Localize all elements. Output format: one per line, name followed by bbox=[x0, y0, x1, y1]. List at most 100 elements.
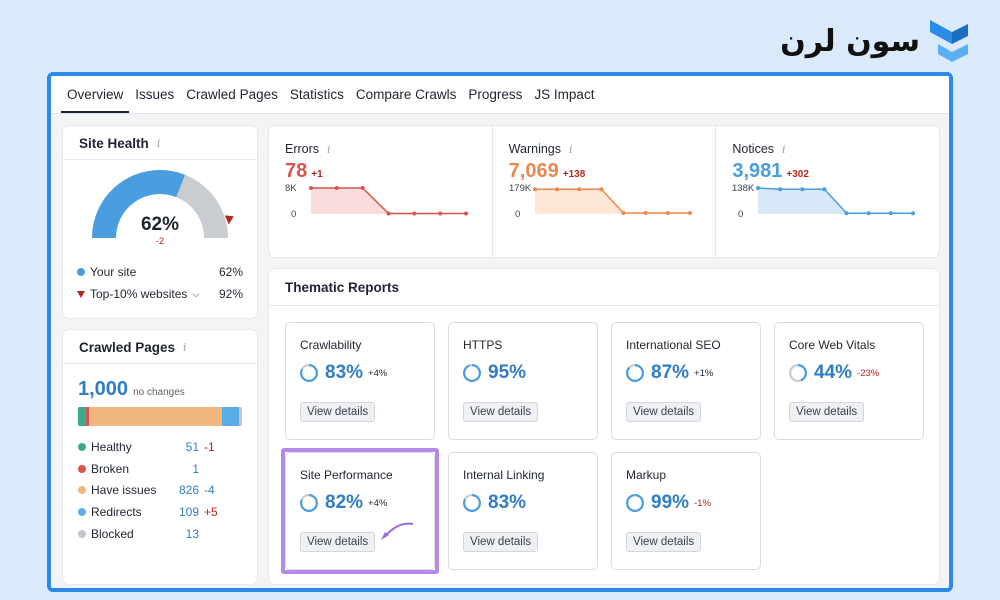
score-ring-icon bbox=[300, 494, 318, 512]
y-min-label: 0 bbox=[515, 209, 520, 220]
chart-point bbox=[464, 211, 468, 216]
view-details-button[interactable]: View details bbox=[626, 532, 702, 552]
issue-value[interactable]: 3,981 bbox=[732, 160, 783, 182]
info-icon[interactable]: i bbox=[156, 137, 161, 150]
list-item[interactable]: Redirects 109 +5 bbox=[78, 501, 242, 523]
chart-point bbox=[599, 187, 604, 192]
view-details-button[interactable]: View details bbox=[463, 402, 539, 422]
report-percent[interactable]: 83% bbox=[488, 492, 527, 513]
report-percent[interactable]: 87% bbox=[651, 362, 690, 383]
highlight-box bbox=[281, 448, 439, 574]
report-delta: +4% bbox=[368, 497, 388, 509]
issue-label-row: Notices i bbox=[732, 142, 925, 156]
tab-compare-crawls[interactable]: Compare Crawls bbox=[355, 87, 457, 102]
chart-point bbox=[360, 186, 365, 190]
tab-issues[interactable]: Issues bbox=[135, 87, 175, 102]
issue-value-row[interactable]: 7,069 +138 bbox=[509, 160, 702, 183]
chart-point bbox=[844, 211, 849, 216]
issue-label: Warnings bbox=[508, 142, 562, 156]
report-name: HTTPS bbox=[463, 338, 503, 352]
view-details-button[interactable]: View details bbox=[789, 402, 865, 422]
info-icon[interactable]: i bbox=[782, 142, 786, 156]
chart-point bbox=[621, 210, 626, 215]
issue-value[interactable]: 78 bbox=[285, 160, 308, 182]
row-value[interactable]: 1 bbox=[192, 461, 199, 476]
list-item[interactable]: Healthy 51 -1 bbox=[78, 436, 242, 458]
chart-point bbox=[665, 210, 670, 215]
site-health-header: Site Health i bbox=[63, 126, 257, 159]
crawled-total-value[interactable]: 1,000 bbox=[78, 378, 129, 400]
report-percent[interactable]: 44% bbox=[814, 362, 853, 383]
row-delta: -1 bbox=[204, 439, 215, 454]
view-details-button[interactable]: View details bbox=[300, 402, 376, 422]
chevron-down-icon[interactable]: ⌵ bbox=[192, 288, 200, 299]
report-percent[interactable]: 99% bbox=[651, 492, 690, 513]
stacked-bar-segment bbox=[78, 407, 87, 426]
tab-progress[interactable]: Progress bbox=[468, 87, 523, 102]
report-percent[interactable]: 82% bbox=[325, 492, 364, 513]
y-min-label: 0 bbox=[738, 209, 743, 220]
chart-point bbox=[778, 187, 783, 192]
list-item[interactable]: Broken 1 bbox=[78, 458, 242, 480]
report-card-core-web-vitals[interactable]: Core Web Vitals 44% -23% View details bbox=[774, 322, 924, 440]
row-delta: -4 bbox=[204, 483, 215, 498]
score-ring-icon bbox=[300, 364, 318, 382]
report-card-site-performance[interactable]: Site Performance 82% +4% View details bbox=[285, 452, 435, 570]
crawled-pages-title: Crawled Pages bbox=[79, 340, 176, 355]
row-value[interactable]: 826 bbox=[178, 483, 199, 498]
report-score: 83% bbox=[463, 492, 583, 514]
report-score: 87% +1% bbox=[626, 362, 746, 384]
issue-value-row[interactable]: 78 +1 bbox=[285, 160, 478, 183]
list-item[interactable]: Have issues 826 -4 bbox=[78, 479, 242, 501]
row-value[interactable]: 109 bbox=[178, 504, 199, 519]
report-percent[interactable]: 95% bbox=[488, 362, 527, 383]
tab-js-impact[interactable]: JS Impact bbox=[534, 87, 595, 102]
top-10-triangle-icon bbox=[77, 290, 85, 298]
top-10-label: Top-10% websites bbox=[90, 287, 188, 301]
row-label: Broken bbox=[91, 461, 130, 476]
list-item[interactable]: Blocked 13 bbox=[78, 523, 242, 545]
top-10-value: 92% bbox=[218, 287, 243, 301]
sparkline-line bbox=[534, 188, 690, 214]
legend-top-10[interactable]: Top-10% websites ⌵ 92% bbox=[77, 287, 243, 301]
info-icon[interactable]: i bbox=[327, 142, 331, 156]
report-percent[interactable]: 83% bbox=[325, 362, 364, 383]
legend-your-site: Your site 62% bbox=[77, 265, 243, 279]
chart-point bbox=[438, 211, 443, 216]
tab-crawled-pages[interactable]: Crawled Pages bbox=[186, 87, 278, 102]
tab-statistics[interactable]: Statistics bbox=[289, 87, 344, 102]
report-name: Internal Linking bbox=[463, 468, 545, 482]
report-name: Core Web Vitals bbox=[789, 338, 876, 352]
info-icon[interactable]: i bbox=[569, 142, 573, 156]
issue-delta: +302 bbox=[786, 169, 809, 180]
report-card-crawlability[interactable]: Crawlability 83% +4% View details bbox=[285, 322, 435, 440]
score-ring-icon bbox=[626, 364, 644, 382]
report-card-https[interactable]: HTTPS 95% View details bbox=[448, 322, 598, 440]
view-details-button[interactable]: View details bbox=[300, 532, 376, 552]
report-card-internal-linking[interactable]: Internal Linking 83% View details bbox=[448, 452, 598, 570]
view-details-button[interactable]: View details bbox=[463, 532, 539, 552]
chart-point bbox=[554, 187, 559, 192]
row-value[interactable]: 13 bbox=[185, 526, 199, 541]
issue-sparkline: 8K 0 bbox=[285, 183, 468, 220]
tab-overview[interactable]: Overview bbox=[61, 87, 130, 113]
chart-point bbox=[309, 186, 313, 190]
info-icon[interactable]: i bbox=[183, 341, 187, 354]
status-dot-icon bbox=[78, 486, 86, 495]
chart-point bbox=[889, 211, 894, 216]
chart-point bbox=[822, 187, 827, 192]
status-dot-icon bbox=[78, 529, 86, 538]
score-ring-icon bbox=[626, 494, 644, 512]
sparkline-area bbox=[311, 188, 466, 214]
row-value[interactable]: 51 bbox=[185, 439, 199, 454]
site-health-gauge: 62% -2 bbox=[92, 170, 234, 247]
view-details-button[interactable]: View details bbox=[626, 402, 702, 422]
issue-value-row[interactable]: 3,981 +302 bbox=[732, 160, 925, 183]
report-card-international-seo[interactable]: International SEO 87% +1% View details bbox=[611, 322, 761, 440]
chart-point bbox=[334, 186, 339, 190]
chart-point bbox=[867, 211, 872, 216]
issue-sparkline: 179K 0 bbox=[509, 183, 692, 220]
y-min-label: 0 bbox=[291, 209, 296, 220]
report-card-markup[interactable]: Markup 99% -1% View details bbox=[611, 452, 761, 570]
issue-value[interactable]: 7,069 bbox=[508, 160, 559, 182]
